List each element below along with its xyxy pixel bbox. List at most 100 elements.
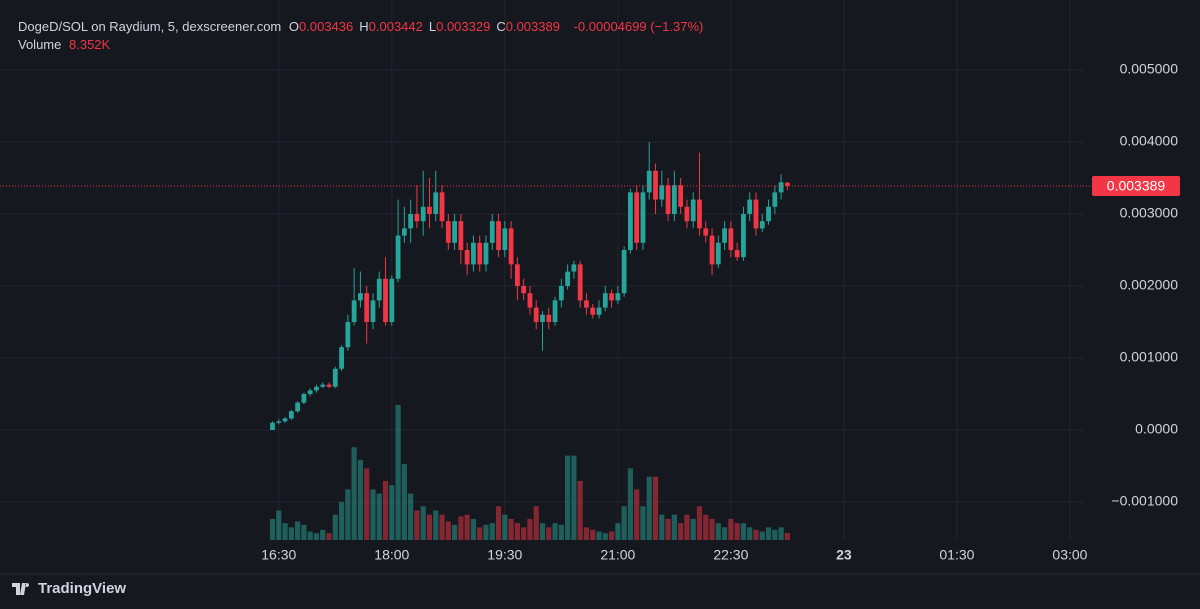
- candle-body: [684, 206, 690, 222]
- x-tick-label: 01:30: [939, 547, 974, 563]
- candle-body: [646, 170, 652, 193]
- candle-body: [602, 293, 608, 308]
- ohlc: O0.003436 H0.003442 L0.003329 C0.003389: [289, 19, 566, 34]
- x-tick-label: 21:00: [600, 547, 635, 563]
- change: -0.00004699 (−1.37%): [573, 19, 704, 34]
- x-tick-label: 03:00: [1052, 547, 1087, 563]
- candle-body: [659, 185, 665, 200]
- candle-body: [307, 390, 313, 394]
- volume-bar: [276, 510, 282, 540]
- ohlc-key: L: [428, 19, 437, 34]
- candle-body: [420, 206, 426, 222]
- volume-bar: [521, 527, 527, 540]
- volume-bar: [640, 506, 646, 540]
- volume-bar: [728, 518, 734, 540]
- volume-bar: [527, 518, 533, 540]
- candle-body: [326, 384, 332, 387]
- y-tick-label: 0.005000: [1120, 61, 1179, 77]
- ohlc-row: DogeD/SOL on Raydium, 5, dexscreener.com…: [18, 18, 707, 36]
- volume-bar: [703, 514, 709, 540]
- candle-body: [351, 300, 357, 322]
- volume-bar: [332, 514, 338, 540]
- y-tick-label: 0.004000: [1120, 133, 1179, 149]
- candle-body: [747, 199, 753, 214]
- footer: TradingView: [12, 580, 126, 597]
- volume-bar: [721, 527, 728, 540]
- symbol-title: DogeD/SOL on Raydium, 5, dexscreener.com: [18, 19, 282, 34]
- ohlc-key: H: [359, 19, 369, 34]
- legend-header: DogeD/SOL on Raydium, 5, dexscreener.com…: [18, 18, 707, 54]
- ohlc-key: O: [288, 19, 300, 34]
- volume-bar: [439, 514, 445, 540]
- volume-bar: [351, 447, 357, 540]
- volume-bar: [678, 523, 684, 540]
- volume-bar: [502, 514, 508, 540]
- volume-bar: [778, 527, 784, 540]
- volume-bar: [715, 523, 721, 540]
- volume-bar: [621, 506, 627, 540]
- volume-bar: [696, 506, 703, 540]
- candle-body: [395, 235, 401, 279]
- y-tick-label: 0.003000: [1120, 205, 1179, 221]
- candle-body: [784, 182, 790, 186]
- volume-bar: [772, 529, 778, 540]
- candle-body: [320, 384, 326, 387]
- volume-bar: [433, 510, 439, 540]
- volume-bar: [376, 493, 382, 540]
- candle-body: [345, 321, 351, 348]
- candle-body: [527, 293, 533, 308]
- candle-body: [508, 228, 514, 265]
- volume-bar: [495, 506, 502, 540]
- candle-body: [439, 192, 445, 222]
- volume-bar: [395, 405, 401, 540]
- logo: [12, 582, 30, 595]
- volume-bar: [646, 476, 652, 540]
- volume-bar: [652, 476, 659, 540]
- candle-body: [741, 213, 746, 258]
- x-tick-label: 23: [836, 547, 852, 563]
- volume-bar: [426, 514, 433, 540]
- candle-body: [427, 206, 432, 214]
- last-price-box: [1092, 175, 1180, 196]
- volume-bar: [420, 506, 426, 540]
- candle-body: [376, 278, 382, 301]
- volume-bar: [295, 521, 301, 540]
- candle-body: [288, 411, 294, 419]
- volume-bar: [671, 514, 677, 540]
- candle-body: [295, 402, 301, 412]
- volume-bar: [370, 489, 376, 540]
- volume-bar: [753, 529, 759, 540]
- y-tick-label: 0.0000: [1135, 421, 1178, 437]
- volume-bar: [577, 480, 583, 540]
- candle-body: [483, 242, 489, 265]
- volume-bar: [546, 527, 552, 540]
- candle-body: [314, 386, 319, 391]
- candle-body: [301, 393, 307, 403]
- candle-body: [558, 285, 564, 301]
- volume-bar: [401, 464, 407, 540]
- volume-bar: [307, 531, 313, 540]
- volume-bar: [282, 523, 288, 540]
- volume-bar: [477, 527, 483, 540]
- candle-body: [565, 271, 571, 286]
- volume-bar: [483, 524, 489, 540]
- volume-bar: [765, 527, 772, 540]
- volume-bar: [565, 455, 571, 540]
- candle-body: [433, 192, 439, 214]
- volume-bar: [445, 521, 451, 540]
- volume-bar: [470, 518, 477, 540]
- volume-bar: [458, 516, 464, 540]
- volume-label: Volume: [18, 37, 62, 52]
- ohlc-value: 0.003436: [299, 19, 354, 34]
- volume-bar: [320, 529, 326, 540]
- candle-body: [389, 278, 395, 322]
- volume-bar: [596, 531, 602, 540]
- candle-body: [270, 422, 275, 430]
- candle-body: [471, 242, 476, 265]
- candle-body: [759, 221, 765, 229]
- candle-body: [734, 249, 740, 258]
- brand: TradingView: [38, 580, 127, 597]
- ohlc-value: 0.003442: [368, 19, 423, 34]
- candle-body: [496, 221, 501, 250]
